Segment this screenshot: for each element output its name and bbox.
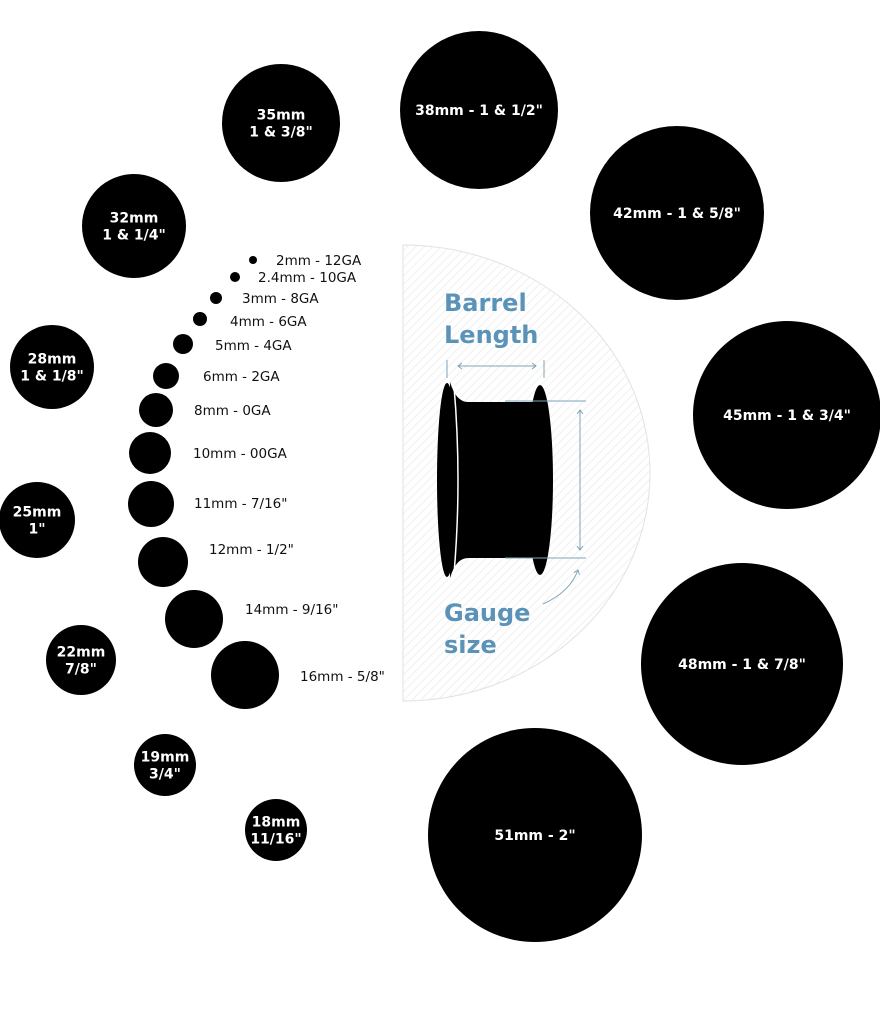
size-item: 14mm - 9/16" — [165, 590, 338, 648]
barrel-label-line1: Barrel — [444, 289, 527, 317]
size-label: 45mm - 1 & 3/4" — [723, 408, 851, 424]
size-label: 1 & 3/8" — [249, 125, 313, 141]
size-circle — [0, 482, 75, 558]
size-label: 25mm — [13, 505, 62, 521]
size-label: 1 & 1/8" — [20, 369, 84, 385]
size-circle — [693, 321, 880, 509]
size-circle — [428, 728, 642, 942]
size-item: 3mm - 8GA — [210, 291, 319, 307]
size-circle — [222, 64, 340, 182]
size-label: 32mm — [110, 211, 159, 227]
size-item: 6mm - 2GA — [153, 363, 280, 389]
size-circle — [138, 537, 188, 587]
size-label: 11/16" — [250, 832, 301, 848]
size-item: 42mm - 1 & 5/8" — [590, 126, 764, 300]
size-item: 51mm - 2" — [428, 728, 642, 942]
gauge-curved-arrow — [542, 570, 578, 605]
size-circle — [10, 325, 94, 409]
size-item: 38mm - 1 & 1/2" — [400, 31, 558, 189]
size-label: 3/4" — [149, 767, 181, 783]
size-circle — [173, 334, 193, 354]
size-item: 10mm - 00GA — [129, 432, 288, 474]
size-label: 18mm — [252, 815, 301, 831]
size-circle — [245, 799, 307, 861]
size-circle — [249, 256, 257, 264]
size-label: 2.4mm - 10GA — [258, 270, 357, 286]
size-label: 19mm — [141, 750, 190, 766]
size-circle — [82, 174, 186, 278]
size-circle — [193, 312, 207, 326]
size-label: 22mm — [57, 645, 106, 661]
plug-illustration-panel: Barrel Length Gauge size — [402, 244, 651, 702]
size-item: 2.4mm - 10GA — [230, 270, 357, 286]
size-label: 28mm — [28, 352, 77, 368]
size-item: 4mm - 6GA — [193, 312, 307, 330]
gauge-label-line2: size — [444, 631, 497, 659]
size-label: 3mm - 8GA — [242, 291, 319, 307]
size-item: 16mm - 5/8" — [211, 641, 385, 709]
size-circle — [590, 126, 764, 300]
size-circle — [400, 31, 558, 189]
size-circle — [153, 363, 179, 389]
size-label: 42mm - 1 & 5/8" — [613, 206, 741, 222]
gauge-label-line1: Gauge — [444, 599, 530, 627]
size-item: 48mm - 1 & 7/8" — [641, 563, 843, 765]
size-label: 4mm - 6GA — [230, 314, 307, 330]
size-circle — [129, 432, 171, 474]
size-label: 7/8" — [65, 662, 97, 678]
size-label: 16mm - 5/8" — [300, 669, 385, 685]
size-item: 5mm - 4GA — [173, 334, 292, 354]
size-label: 5mm - 4GA — [215, 338, 292, 354]
size-label: 12mm - 1/2" — [209, 542, 294, 558]
size-label: 1" — [28, 522, 45, 538]
size-item: 8mm - 0GA — [139, 393, 271, 427]
size-item: 12mm - 1/2" — [138, 537, 294, 587]
size-label: 1 & 1/4" — [102, 228, 166, 244]
size-circle — [46, 625, 116, 695]
size-circle — [210, 292, 222, 304]
size-item: 11mm - 7/16" — [128, 481, 287, 527]
size-circle — [139, 393, 173, 427]
size-circle — [230, 272, 240, 282]
size-label: 6mm - 2GA — [203, 369, 280, 385]
plug-icon — [437, 382, 553, 578]
size-label: 38mm - 1 & 1/2" — [415, 103, 543, 119]
size-circle — [211, 641, 279, 709]
size-label: 10mm - 00GA — [193, 446, 288, 462]
size-label: 51mm - 2" — [494, 828, 575, 844]
size-label: 11mm - 7/16" — [194, 496, 287, 512]
size-circle — [128, 481, 174, 527]
size-label: 48mm - 1 & 7/8" — [678, 657, 806, 673]
size-label: 35mm — [257, 108, 306, 124]
size-label: 8mm - 0GA — [194, 403, 271, 419]
size-circle — [641, 563, 843, 765]
size-item: 45mm - 1 & 3/4" — [693, 321, 880, 509]
size-circle — [165, 590, 223, 648]
barrel-label-line2: Length — [444, 321, 538, 349]
size-item: 2mm - 12GA — [249, 253, 362, 269]
size-label: 14mm - 9/16" — [245, 602, 338, 618]
size-circle — [134, 734, 196, 796]
size-label: 2mm - 12GA — [276, 253, 362, 269]
